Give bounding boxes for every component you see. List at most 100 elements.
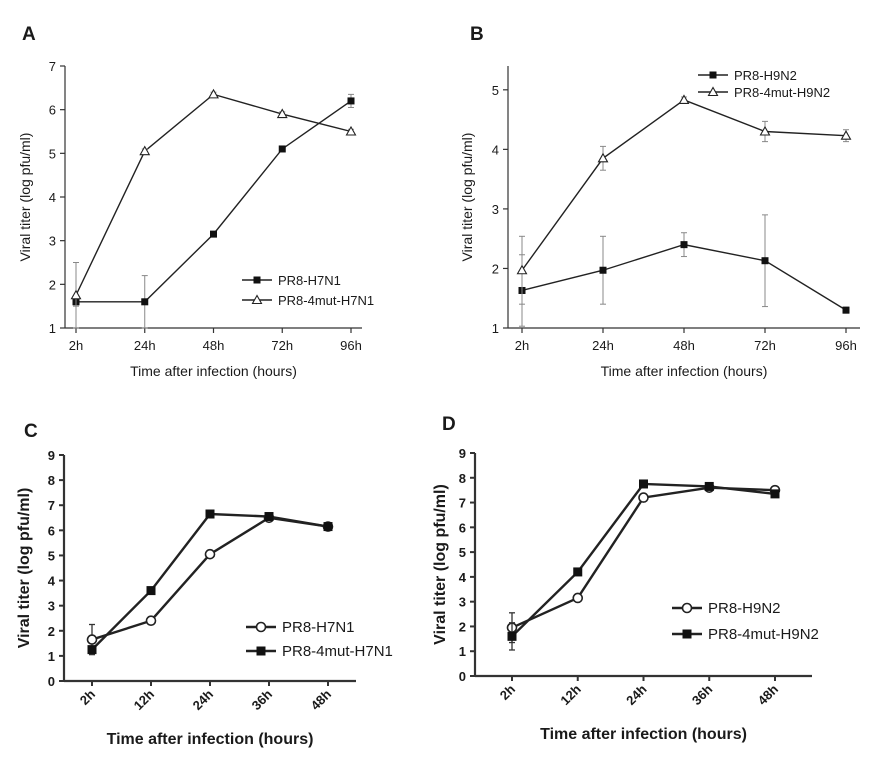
legend-marker (709, 71, 717, 79)
legend-marker (251, 294, 263, 305)
series-line (75, 93, 352, 296)
panel-letter: D (442, 414, 456, 435)
y-tick-label: 3 (48, 599, 55, 614)
x-tick-label: 48h (755, 681, 781, 707)
y-tick-label: 3 (459, 595, 466, 610)
y-tick-label: 9 (459, 446, 466, 461)
data-point (770, 489, 780, 499)
legend: PR8-H9N2 PR8-4mut-H9N2 (672, 600, 819, 643)
panel-letter: B (470, 24, 484, 45)
data-point (323, 522, 333, 532)
y-tick-label: 7 (48, 498, 55, 513)
legend-label: PR8-H9N2 (708, 600, 781, 617)
y-tick-label: 2 (48, 624, 55, 639)
data-point (516, 264, 528, 275)
y-tick-label: 2 (459, 619, 466, 634)
y-tick-label: 4 (48, 574, 56, 589)
legend-label: PR8-4mut-H7N1 (282, 643, 393, 660)
y-tick-label: 1 (48, 649, 55, 664)
panel-d: D 0 1 2 3 4 5 6 7 8 9 2h 12h 24h 36h 48h Time after inf… (432, 414, 819, 743)
legend: PR8-H9N2 PR8-4mut-H9N2 (698, 68, 830, 100)
y-tick-label: 4 (49, 190, 56, 205)
data-point (572, 592, 584, 604)
x-tick-label: 72h (271, 338, 293, 353)
legend-marker (681, 602, 693, 614)
x-tick-label: 48h (203, 338, 225, 353)
data-point (599, 266, 607, 274)
y-tick-label: 1 (492, 321, 499, 336)
x-tick-label: 12h (557, 681, 583, 707)
data-point (264, 512, 274, 522)
y-tick-label: 0 (459, 669, 466, 684)
y-axis-label: Viral titer (log pfu/ml) (17, 133, 33, 262)
data-point (210, 230, 217, 238)
panel-letter: A (22, 24, 36, 45)
data-point (139, 145, 151, 156)
x-tick-label: 48h (308, 686, 334, 712)
legend-label: PR8-H7N1 (278, 273, 341, 288)
data-point (840, 130, 852, 140)
data-point (842, 306, 850, 314)
x-tick-label: 12h (131, 686, 157, 712)
x-tick-label: 2h (515, 338, 529, 353)
y-tick-label: 6 (48, 523, 55, 538)
data-point (145, 615, 157, 627)
x-tick-label: 96h (835, 338, 857, 353)
y-axis-label: Viral titer (log pfu/ml) (459, 133, 475, 262)
y-tick-label: 6 (49, 103, 56, 118)
legend-label: PR8-H9N2 (734, 68, 797, 83)
data-point (208, 88, 219, 99)
x-tick-label: 24h (190, 686, 216, 712)
y-tick-label: 5 (492, 83, 499, 98)
x-tick-label: 2h (497, 681, 518, 702)
panel-letter: C (24, 421, 38, 442)
data-point (597, 152, 609, 163)
data-point (759, 125, 771, 136)
x-tick-label: 36h (689, 681, 715, 707)
y-tick-label: 1 (459, 644, 466, 659)
y-tick-label: 6 (459, 520, 466, 535)
y-tick-label: 2 (492, 261, 499, 276)
data-point (70, 289, 82, 300)
series-pr8-4mut-h7n1 (87, 509, 333, 655)
panel-b: B 1 2 3 4 5 2h 24h 48h 72h 96h Time after infectio… (459, 24, 860, 379)
data-point (204, 548, 216, 560)
y-tick-label: 2 (49, 277, 56, 292)
y-tick-label: 3 (49, 234, 56, 249)
y-tick-label: 8 (459, 471, 466, 486)
x-axis-label: Time after infection (hours) (130, 363, 297, 379)
data-point (86, 634, 98, 645)
data-point (761, 257, 769, 265)
y-tick-label: 4 (459, 570, 467, 585)
data-point (507, 631, 517, 641)
x-tick-label: 36h (249, 686, 275, 712)
data-point (276, 108, 288, 119)
legend-marker (253, 276, 261, 284)
data-point (638, 492, 649, 503)
legend-marker (707, 86, 719, 97)
y-tick-label: 7 (459, 496, 466, 511)
x-tick-label: 24h (623, 681, 649, 707)
legend: PR8-H7N1 PR8-4mut-H7N1 (242, 273, 374, 308)
data-point (678, 94, 690, 104)
y-tick-label: 0 (48, 674, 55, 689)
data-point (680, 241, 688, 249)
y-tick-label: 9 (48, 448, 55, 463)
data-point (704, 481, 714, 491)
y-tick-label: 3 (492, 202, 499, 217)
series-pr8-4mut-h9n2 (507, 479, 780, 651)
legend-marker (255, 621, 267, 633)
y-tick-label: 7 (49, 59, 56, 74)
series-pr8-4mut-h9n2 (516, 94, 852, 305)
legend-label: PR8-4mut-H7N1 (278, 293, 374, 308)
x-tick-label: 48h (673, 338, 695, 353)
x-tick-label: 2h (69, 338, 83, 353)
legend-marker (682, 629, 692, 639)
x-tick-label: 24h (592, 338, 614, 353)
x-tick-label: 24h (134, 338, 156, 353)
data-point (87, 645, 97, 655)
legend-marker (256, 646, 266, 656)
x-axis-label: Time after infection (hours) (601, 363, 768, 379)
data-point (345, 125, 357, 136)
